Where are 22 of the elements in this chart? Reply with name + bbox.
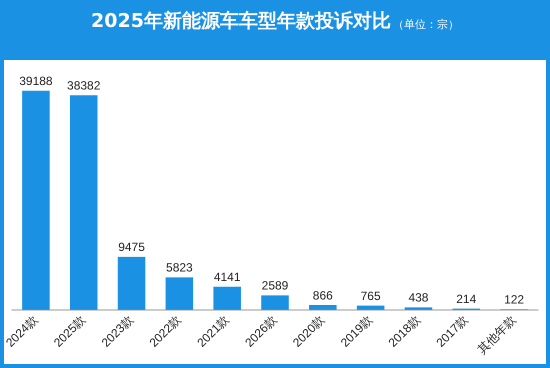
- bar: [261, 295, 289, 310]
- chart-subtitle: （单位：宗）: [392, 16, 459, 32]
- data-label: 214: [456, 292, 477, 306]
- bar: [70, 95, 98, 310]
- data-label: 4141: [214, 270, 241, 284]
- data-label: 122: [504, 292, 524, 307]
- data-label: 9475: [118, 240, 146, 254]
- bar: [166, 277, 194, 310]
- data-label: 866: [312, 288, 334, 302]
- data-label: 38382: [67, 78, 101, 93]
- x-tick-label: 其他年款: [474, 312, 519, 356]
- bar: [118, 256, 146, 310]
- bar: [22, 90, 50, 310]
- bar: [356, 306, 384, 310]
- data-label: 765: [360, 288, 381, 303]
- data-label: 5823: [166, 260, 194, 275]
- bar: [213, 286, 241, 310]
- data-label: 438: [408, 290, 429, 305]
- data-label: 39188: [19, 74, 53, 88]
- data-label: 2589: [262, 278, 289, 293]
- chart-title: 2025年新能源车车型年款投诉对比: [91, 9, 391, 34]
- bar: [309, 305, 337, 310]
